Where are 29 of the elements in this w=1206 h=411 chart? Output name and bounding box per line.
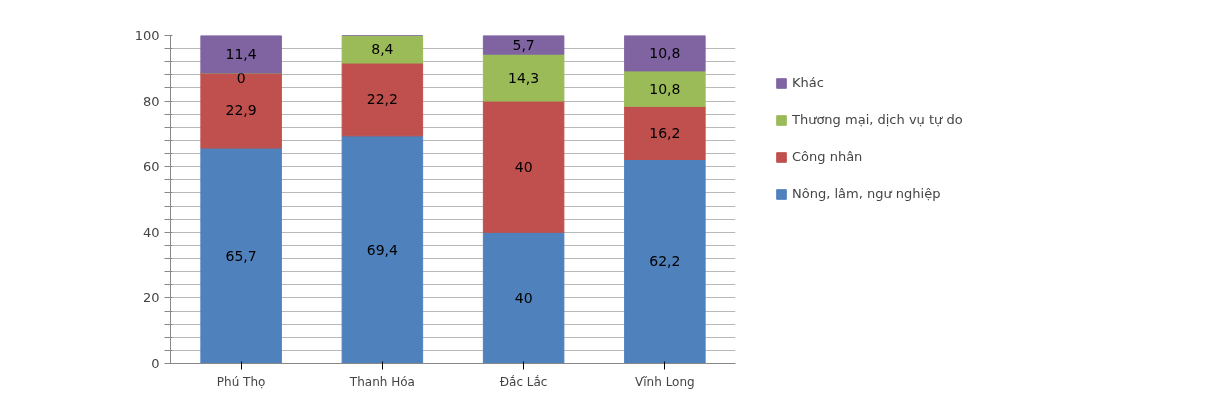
x-tick-label: Đắc Lắc	[499, 374, 548, 389]
data-label: 16,2	[649, 124, 681, 141]
data-label: 11,4	[225, 46, 257, 63]
data-label: 40	[514, 289, 533, 306]
data-label: 5,7	[512, 36, 535, 53]
x-tick-label: Thanh Hóa	[348, 374, 415, 389]
data-label: 10,8	[649, 80, 681, 97]
legend-label: Nông, lâm, ngư nghiệp	[792, 186, 941, 201]
y-tick-label: 40	[142, 224, 160, 240]
data-label: 14,3	[508, 69, 540, 86]
legend-label: Thương mại, dịch vụ tự do	[792, 112, 963, 127]
data-label: 65,7	[225, 247, 257, 264]
data-label: 0	[236, 69, 246, 86]
data-label: 8,4	[371, 41, 394, 58]
y-tick-label: 100	[134, 28, 160, 43]
legend-label: Khác	[792, 75, 824, 90]
legend-label: Công nhân	[792, 149, 863, 164]
data-label: 10,8	[649, 45, 681, 62]
y-tick-label: 0	[151, 356, 160, 371]
data-label: 62,2	[649, 253, 681, 270]
data-label: 69,4	[366, 241, 399, 258]
x-tick-label: Phú Thọ	[216, 374, 266, 389]
x-tick-label: Vĩnh Long	[635, 374, 695, 389]
y-tick-label: 60	[142, 159, 160, 175]
data-label: 22,2	[366, 91, 398, 108]
y-tick-label: 80	[142, 93, 160, 109]
data-label: 40	[514, 158, 533, 175]
y-tick-label: 20	[142, 290, 160, 306]
data-label: 22,9	[225, 102, 257, 119]
